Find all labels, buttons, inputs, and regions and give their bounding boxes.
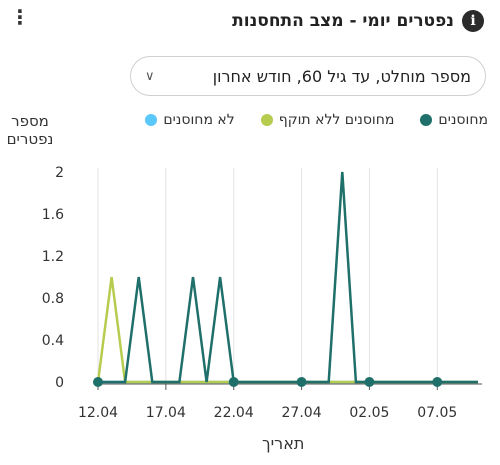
page-title: נפטרים יומי - מצב התחסנות	[232, 11, 454, 31]
chart-legend: לא מחוסנים מחוסנים ללא תוקף מחוסנים	[145, 112, 488, 128]
legend-label: לא מחוסנים	[163, 112, 235, 128]
legend-dot-icon	[420, 114, 433, 126]
legend-dot-icon	[260, 114, 273, 126]
series-line	[96, 276, 478, 384]
y-tick-label: 1.6	[42, 207, 64, 223]
chevron-down-icon: ∨	[145, 68, 155, 84]
data-point	[432, 377, 443, 387]
y-tick-label: 0	[55, 375, 64, 391]
legend-item[interactable]: מחוסנים	[420, 112, 488, 128]
filter-dropdown[interactable]: ∨ מספר מוחלט, עד גיל 60, חודש אחרון	[130, 56, 486, 96]
series-line	[98, 171, 478, 384]
info-icon[interactable]: i	[462, 10, 484, 32]
x-tick-label: 12.04	[78, 405, 118, 421]
legend-label: מחוסנים	[438, 112, 488, 128]
x-tick-label: 02.05	[349, 405, 389, 421]
data-point	[364, 377, 375, 387]
legend-item[interactable]: מחוסנים ללא תוקף	[260, 112, 395, 128]
data-point	[296, 377, 307, 387]
y-axis-label: מספר נפטרים	[6, 112, 54, 148]
data-point	[228, 377, 239, 387]
x-tick-label: 17.04	[146, 405, 186, 421]
y-tick-label: 1.2	[42, 249, 64, 265]
legend-label: מחוסנים ללא תוקף	[278, 112, 395, 128]
y-tick-label: 0.8	[42, 291, 64, 307]
header: נפטרים יומי - מצב התחסנות i	[232, 10, 484, 32]
y-tick-label: 2	[55, 165, 64, 181]
x-axis-label: תאריך	[262, 434, 305, 453]
legend-dot-icon	[145, 114, 158, 126]
data-point	[93, 377, 103, 387]
filter-selected-value: מספר מוחלט, עד גיל 60, חודש אחרון	[212, 66, 471, 86]
x-tick-label: 27.04	[282, 405, 322, 421]
x-tick-label: 07.05	[417, 405, 457, 421]
x-tick-label: 22.04	[214, 405, 254, 421]
y-tick-label: 0.4	[42, 333, 64, 349]
legend-item[interactable]: לא מחוסנים	[145, 112, 235, 128]
